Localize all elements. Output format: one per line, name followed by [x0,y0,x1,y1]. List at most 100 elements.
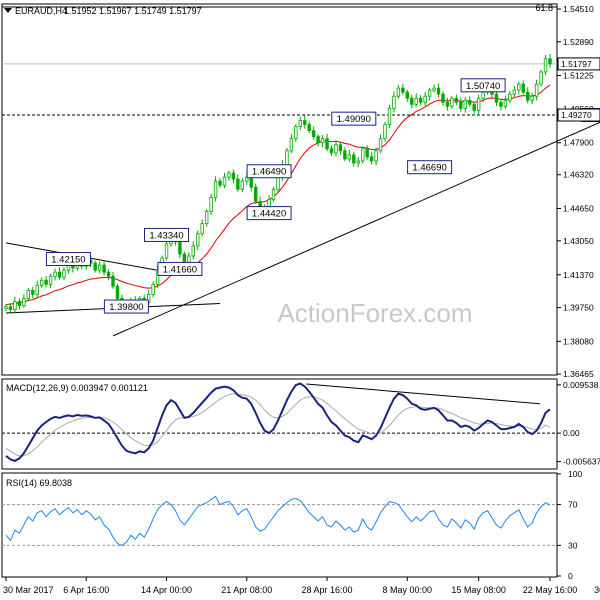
candle [22,294,26,308]
candle [414,93,418,107]
trendline [112,121,600,337]
candle [93,260,97,273]
candle-body [378,138,383,152]
candle [405,89,410,102]
price-annotation: 1.50740 [460,78,506,93]
candle [539,69,543,87]
candle-body [383,124,387,140]
candle-body [410,97,414,105]
candle-body [329,148,334,154]
candle-body [405,91,410,99]
time-axis: 30 Mar 2017 6 Apr 16:00 14 Apr 00:00 21 Apr… [3,577,600,595]
candle [445,98,450,111]
annotation-box [246,164,292,179]
candle [218,178,222,188]
candle-body [548,58,552,65]
candle-body [441,93,445,103]
candle [57,267,62,280]
candle [352,151,356,167]
candle-body [22,298,26,306]
candle [106,269,111,281]
candle-body [4,306,8,309]
current-price-tag-label: 1.51797 [561,59,592,69]
candle [35,280,39,299]
candle [347,150,352,162]
rsi-tick-label: 30 [568,540,578,550]
rsi-tick-label: 0 [568,571,573,581]
candle [191,241,195,260]
candle-body [468,99,472,105]
candle [294,124,298,142]
candle-body [352,154,356,164]
candle [115,283,120,302]
candle-body [396,87,401,97]
candle [303,115,307,129]
price-tick-label: 1.54510 [563,4,594,14]
candle-body [249,176,253,188]
watermark: ActionForex.com [277,298,472,328]
candle [392,91,396,113]
macd-line [5,382,551,462]
candle-body [196,233,200,247]
candle [8,302,13,313]
annotation-box [45,252,91,267]
candle-body [307,124,311,131]
macd-trendline [306,383,541,405]
candle-body [93,262,97,271]
candle-body [298,120,302,127]
candle-body [392,95,396,109]
candle-body [164,243,169,259]
price-annotation: 1.42150 [45,252,91,267]
macd-label: MACD(12,26,9) 0.003947 0.001121 [6,383,148,393]
moving-average-line [5,84,551,305]
candle-body [200,223,204,235]
candle-body [338,144,343,152]
candle-body [240,180,245,190]
price-tick-label: 1.43050 [563,236,594,246]
price-annotation: 1.43340 [144,227,190,242]
candle [361,146,365,164]
candle-body [115,285,120,299]
candle-body [39,279,44,286]
candle-body [311,130,316,138]
candle-body [476,97,481,111]
candle [334,140,338,157]
candle [325,133,329,152]
candle-body [334,144,338,154]
time-tick-label: 30 May 00:00 [594,585,600,595]
candle-body [325,138,329,150]
candle [240,178,245,193]
price-tick-label: 1.36465 [563,369,594,379]
candle [374,147,378,166]
candle-body [454,97,459,103]
candle-body [271,188,276,200]
annotation-box [157,261,203,276]
annotation-box [331,111,377,126]
candle [468,96,472,107]
candle-body [294,126,298,140]
candle-body [423,95,427,103]
candle-body [374,150,378,162]
candle [548,53,552,68]
candle-body [401,87,405,93]
candle [530,93,534,104]
collapse-triangle-icon[interactable] [4,8,12,13]
candle [329,145,334,156]
candle-body [31,289,35,295]
candle [387,104,392,129]
candle-body [361,148,365,162]
price-annotation: 1.39800 [103,299,149,314]
moving-average [5,84,551,305]
ohlc-label: 1.51952 1.51967 1.51749 1.51797 [64,6,202,16]
price-annotation: 1.49090 [331,111,377,126]
candle-body [369,156,374,162]
candle [48,273,53,288]
price-annotation: 1.44420 [246,206,292,221]
annotation-box [407,160,453,175]
price-tick-label: 1.52890 [563,37,594,47]
candle [383,122,387,142]
annotation-label: 1.50740 [466,81,500,92]
candle [543,55,548,75]
candle [39,277,44,288]
candle-body [204,211,209,225]
